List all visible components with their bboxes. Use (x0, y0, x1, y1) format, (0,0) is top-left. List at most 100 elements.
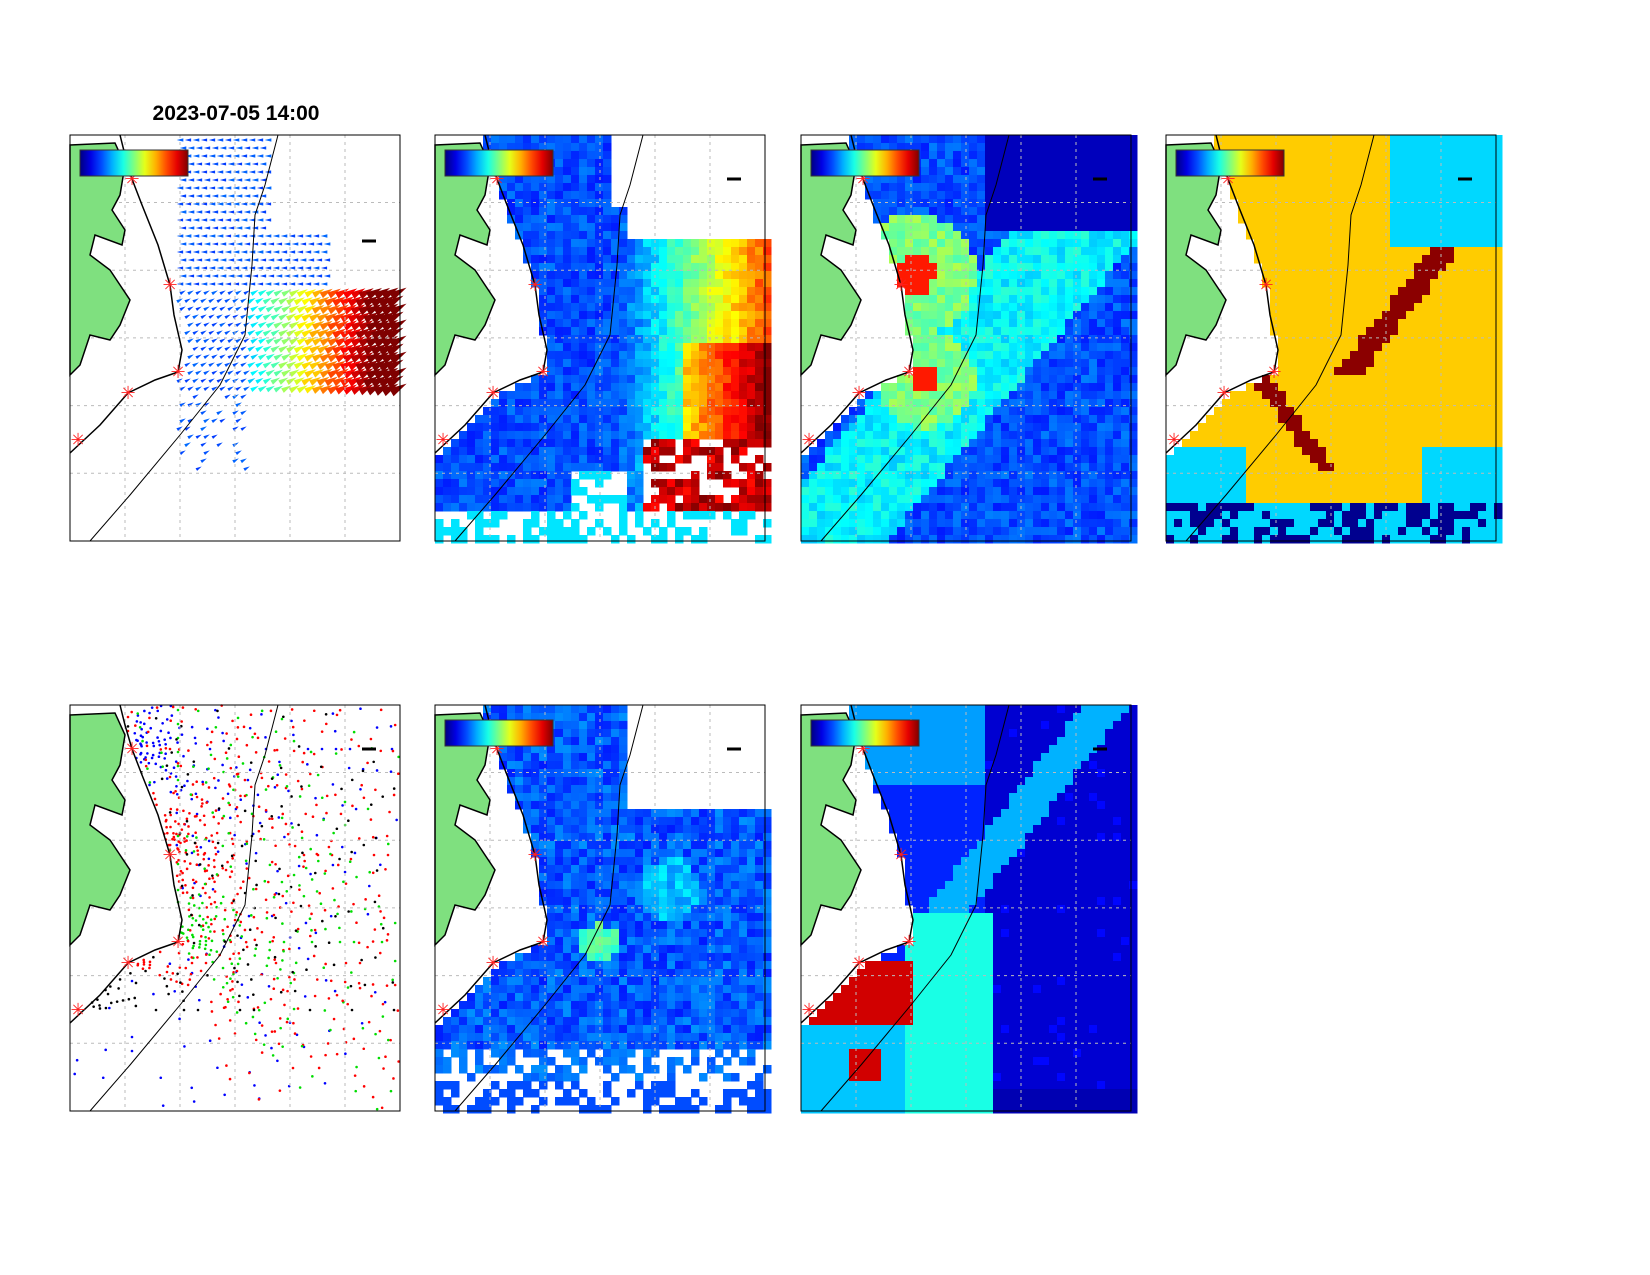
heatmap-cell (969, 367, 978, 376)
heatmap-cell (977, 527, 986, 536)
heatmap-cell (1009, 175, 1018, 184)
heatmap-cell (731, 311, 740, 320)
heatmap-cell (763, 375, 772, 384)
heatmap-cell (699, 375, 708, 384)
heatmap-cell (1097, 367, 1106, 376)
heatmap-cell (1166, 519, 1175, 528)
heatmap-cell (1065, 383, 1074, 392)
current-vector (235, 338, 242, 344)
heatmap-cell (587, 215, 596, 224)
heatmap-cell (873, 511, 882, 520)
heatmap-cell (635, 463, 644, 472)
heatmap-cell (1270, 439, 1279, 448)
current-vector (289, 289, 300, 297)
heatmap-cell (595, 167, 604, 176)
heatmap-cell (1113, 319, 1122, 328)
heatmap-cell (1262, 255, 1271, 264)
current-vector (319, 352, 333, 363)
heatmap-cell (1302, 519, 1311, 528)
heatmap-cell (1350, 135, 1359, 144)
current-vector (358, 368, 374, 380)
heatmap-cell (905, 263, 914, 272)
heatmap-cell (635, 279, 644, 288)
heatmap-cell (539, 471, 548, 480)
heatmap-cell (739, 463, 748, 472)
heatmap-cell (1238, 135, 1247, 144)
heatmap-cell (1302, 159, 1311, 168)
heatmap-cell (755, 471, 764, 480)
heatmap-cell (1049, 359, 1058, 368)
heatmap-cell (1334, 455, 1343, 464)
heatmap-cell (1326, 223, 1335, 232)
current-vector (211, 418, 218, 424)
heatmap-cell (1214, 519, 1223, 528)
current-vector (265, 353, 275, 361)
heatmap-cell (723, 311, 732, 320)
heatmap-cell (1206, 527, 1215, 536)
heatmap-cell (1302, 143, 1311, 152)
heatmap-cell (531, 207, 540, 216)
heatmap-cell (1033, 479, 1042, 488)
heatmap-cell (889, 487, 898, 496)
heatmap-cell (723, 415, 732, 424)
heatmap-cell (595, 207, 604, 216)
heatmap-cell (707, 255, 716, 264)
current-vector (259, 242, 267, 246)
current-vector (363, 312, 379, 324)
heatmap-cell (1198, 439, 1207, 448)
heatmap-cell (969, 207, 978, 216)
heatmap-cell (897, 511, 906, 520)
heatmap-cell (913, 447, 922, 456)
heatmap-cell (1326, 447, 1335, 456)
current-vector (327, 384, 341, 395)
heatmap-cell (1001, 415, 1010, 424)
heatmap-cell (977, 199, 986, 208)
heatmap-cell (1350, 359, 1359, 368)
heatmap-cell (1278, 303, 1287, 312)
current-vector (232, 266, 240, 270)
heatmap-cell (1334, 287, 1343, 296)
heatmap-cell (507, 455, 516, 464)
heatmap-cell (531, 215, 540, 224)
heatmap-cell (1286, 151, 1295, 160)
heatmap-cell (539, 279, 548, 288)
heatmap-cell (929, 487, 938, 496)
heatmap-cell (929, 367, 938, 376)
current-vector (232, 458, 239, 464)
heatmap-cell (945, 463, 954, 472)
current-vector (243, 370, 250, 376)
heatmap-cell (587, 279, 596, 288)
heatmap-cell (857, 535, 866, 544)
heatmap-cell (1254, 495, 1263, 504)
heatmap-cell (587, 367, 596, 376)
heatmap-cell (1121, 303, 1130, 312)
current-vector (235, 162, 243, 166)
heatmap-cell (595, 135, 604, 144)
heatmap-cell (1121, 279, 1130, 288)
heatmap-cell (1310, 399, 1319, 408)
heatmap-cell (603, 383, 612, 392)
heatmap-cell (1310, 159, 1319, 168)
current-vector (327, 320, 341, 331)
current-vector (232, 186, 240, 190)
heatmap-cell (595, 399, 604, 408)
heatmap-cell (667, 447, 676, 456)
heatmap-cell (611, 295, 620, 304)
heatmap-cell (1025, 375, 1034, 384)
current-vector (299, 274, 307, 278)
current-vector (208, 298, 215, 304)
current-vector (203, 386, 210, 391)
heatmap-cell (571, 343, 580, 352)
heatmap-cell (921, 447, 930, 456)
heatmap-cell (675, 303, 684, 312)
heatmap-cell (1270, 527, 1279, 536)
heatmap-cell (1121, 231, 1130, 240)
heatmap-cell (1238, 535, 1247, 544)
current-vector (270, 329, 281, 337)
heatmap-cell (507, 191, 516, 200)
heatmap-cell (1049, 399, 1058, 408)
heatmap-cell (563, 511, 572, 520)
heatmap-cell (691, 271, 700, 280)
heatmap-cell (1374, 231, 1383, 240)
heatmap-cell (1334, 215, 1343, 224)
